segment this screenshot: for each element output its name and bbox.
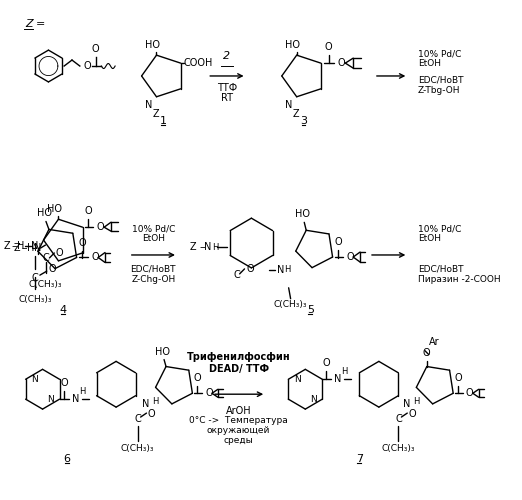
Text: O: O [55,248,63,258]
Text: O: O [408,409,416,419]
Text: O: O [423,348,431,358]
Text: N: N [310,394,316,404]
Text: C: C [233,270,240,280]
Text: O: O [337,58,345,68]
Text: HO: HO [155,346,170,356]
Text: O: O [91,252,99,262]
Text: среды: среды [224,436,254,445]
Text: N: N [72,394,80,404]
Text: O: O [346,252,354,262]
Text: Z-Tbg-OH: Z-Tbg-OH [418,86,460,95]
Text: =: = [35,20,45,30]
Text: Z: Z [293,108,300,118]
Text: O: O [325,42,333,52]
Text: 1: 1 [160,116,167,126]
Text: N: N [47,394,54,404]
Text: RT: RT [221,93,233,103]
Text: EDC/HoBT: EDC/HoBT [418,76,464,85]
Text: H: H [27,243,34,253]
Text: O: O [96,222,104,232]
Text: 10% Pd/C: 10% Pd/C [418,224,461,233]
Text: N: N [277,265,284,275]
Text: O: O [194,374,201,384]
Text: N: N [294,375,301,384]
Text: O: O [454,374,462,384]
Text: 10% Pd/C: 10% Pd/C [132,224,175,233]
Text: N: N [31,375,38,384]
Text: EtOH: EtOH [418,59,441,68]
Text: HO: HO [37,208,52,218]
Text: 3: 3 [300,116,307,126]
Text: C(CH₃)₃: C(CH₃)₃ [274,300,307,308]
Text: N: N [204,242,212,252]
Text: 2: 2 [223,51,230,61]
Text: O: O [49,264,56,274]
Text: EtOH: EtOH [142,234,165,243]
Text: H: H [413,396,420,406]
Text: N: N [145,100,152,110]
Text: O: O [246,264,254,274]
Text: 0°C ->  Температура: 0°C -> Температура [189,416,288,425]
Text: Ar: Ar [429,336,440,346]
Text: Z: Z [152,108,159,118]
Text: C: C [395,414,402,424]
Text: O: O [79,238,86,248]
Text: H: H [17,242,24,252]
Text: 5: 5 [307,304,314,314]
Text: O: O [92,44,99,54]
Text: C: C [134,414,141,424]
Text: C(CH₃)₃: C(CH₃)₃ [382,444,415,453]
Text: O: O [84,61,91,71]
Text: HO: HO [145,40,160,50]
Text: ArOH: ArOH [226,406,252,416]
Text: –: – [199,242,205,252]
Text: C: C [32,273,38,283]
Text: 10% Pd/C: 10% Pd/C [418,49,461,58]
Text: O: O [335,237,342,247]
Text: H: H [341,368,347,376]
Text: HO: HO [285,40,300,50]
Text: H: H [79,387,86,396]
Text: C: C [42,253,49,263]
Text: N: N [285,100,292,110]
Text: O: O [85,206,92,216]
Text: H: H [212,242,219,252]
Text: H: H [284,266,290,274]
Text: HO: HO [47,204,62,214]
Text: O: O [323,358,330,368]
Text: C(CH₃)₃: C(CH₃)₃ [121,444,155,453]
Text: 7: 7 [355,454,363,464]
Text: HO: HO [295,210,310,220]
Text: N: N [402,399,410,409]
Text: Пиразин -2-COOH: Пиразин -2-COOH [418,275,501,284]
Text: O: O [466,388,473,398]
Text: C(CH₃)₃: C(CH₃)₃ [18,295,52,304]
Text: окружающей: окружающей [207,426,270,435]
Text: EDC/HoBT: EDC/HoBT [418,265,464,274]
Text: N: N [142,399,149,409]
Text: ТТФ: ТТФ [217,83,237,93]
Text: O: O [148,409,155,419]
Text: Z: Z [189,242,196,252]
Text: Z: Z [13,243,20,253]
Text: –: – [11,242,17,252]
Text: O: O [205,388,213,398]
Text: EDC/HoBT: EDC/HoBT [130,265,176,274]
Text: O: O [61,378,68,388]
Text: Трифенилфосфин: Трифенилфосфин [187,352,291,362]
Text: N: N [31,242,39,252]
Text: 4: 4 [60,304,67,314]
Text: Z: Z [25,20,33,30]
Text: COOH: COOH [184,58,213,68]
Text: Z-Chg-OH: Z-Chg-OH [131,275,175,284]
Text: N: N [334,374,341,384]
Text: –: – [21,243,27,253]
Text: 6: 6 [64,454,70,464]
Text: N: N [34,243,41,253]
Text: Z: Z [3,242,10,252]
Text: DEAD/ ТТФ: DEAD/ ТТФ [209,364,269,374]
Text: EtOH: EtOH [418,234,441,243]
Text: C(CH₃)₃: C(CH₃)₃ [29,280,62,289]
Text: H: H [152,396,159,406]
